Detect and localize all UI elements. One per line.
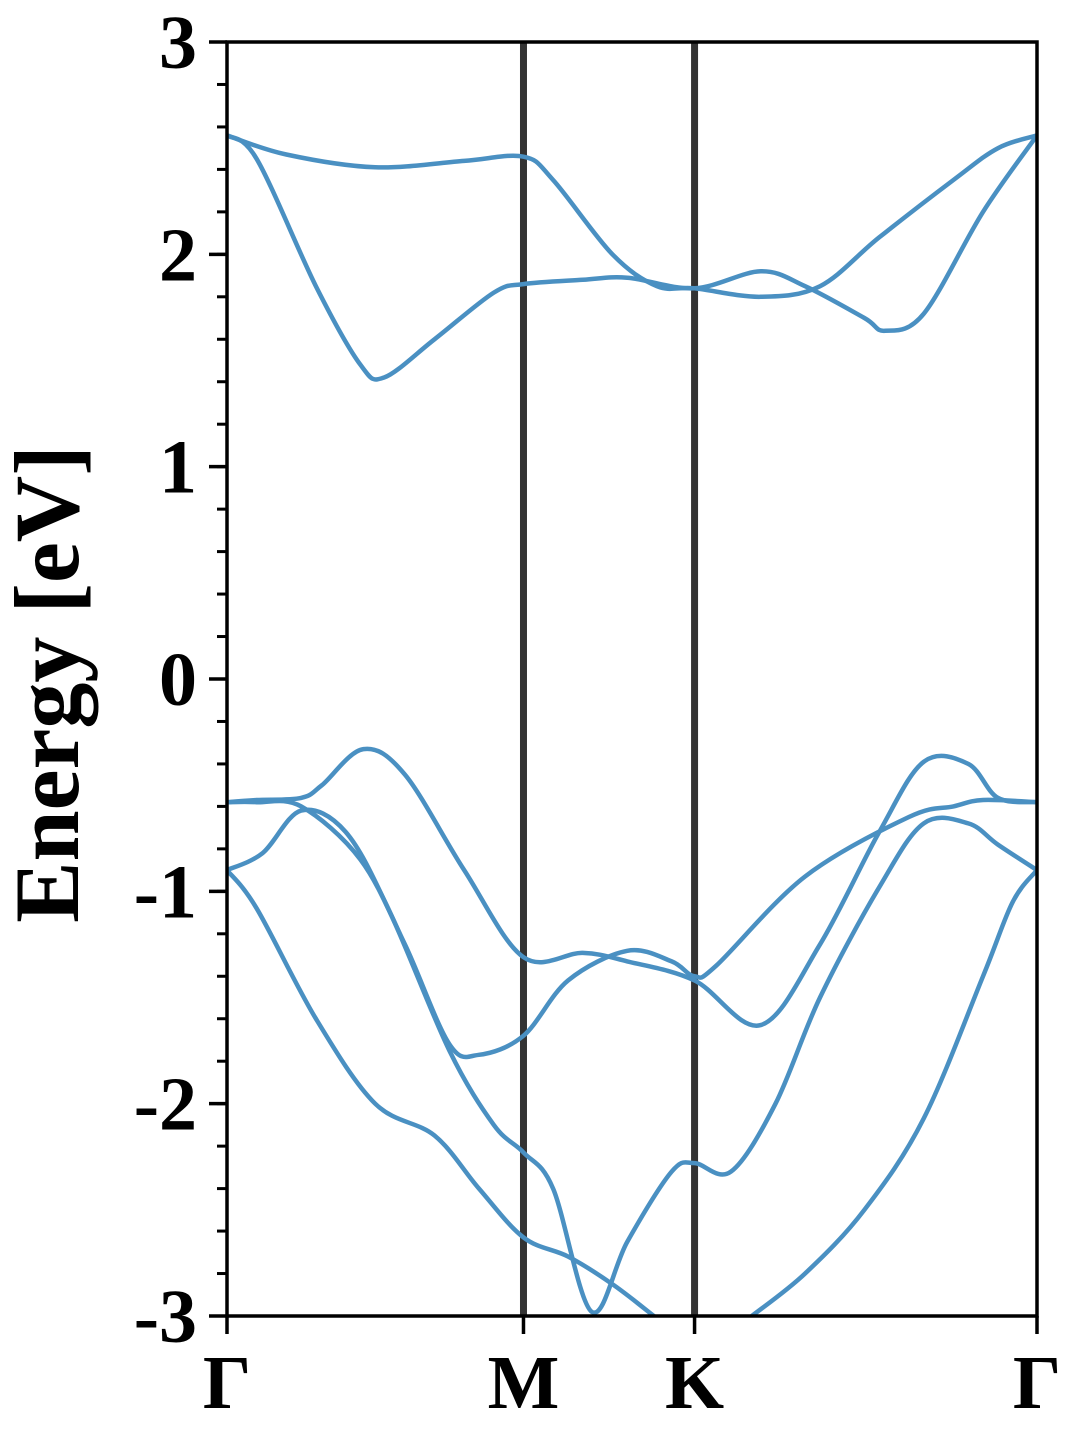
y-tick-label: 2 <box>159 213 197 297</box>
band-line-6 <box>227 867 657 1316</box>
y-tick-label: 1 <box>159 426 197 510</box>
x-tick-label: Γ <box>203 1341 251 1425</box>
y-tick-label: -2 <box>134 1063 197 1147</box>
band-line-5 <box>227 807 1037 1315</box>
band-line-2 <box>227 133 1037 382</box>
x-tick-label: Γ <box>1013 1341 1061 1425</box>
x-tick-label: K <box>665 1341 724 1425</box>
band-line-7 <box>749 867 1037 1316</box>
y-tick-labels: -3 -2 -1 0 1 2 3 <box>134 1 197 1359</box>
band-line-3 <box>227 746 1037 1028</box>
band-lines <box>227 133 1037 1316</box>
y-major-ticks <box>209 40 1039 1334</box>
y-tick-label: 3 <box>159 1 197 85</box>
plot-frame <box>225 40 1039 1318</box>
x-tick-label: M <box>488 1341 560 1425</box>
band-line-1 <box>227 133 1037 300</box>
high-symmetry-lines <box>519 42 699 1316</box>
y-tick-label: 0 <box>159 638 197 722</box>
y-tick-label: -3 <box>134 1275 197 1359</box>
band-line-4 <box>227 797 1037 1060</box>
y-tick-label: -1 <box>134 850 197 934</box>
y-axis-label: Energy [eV] <box>0 445 98 923</box>
